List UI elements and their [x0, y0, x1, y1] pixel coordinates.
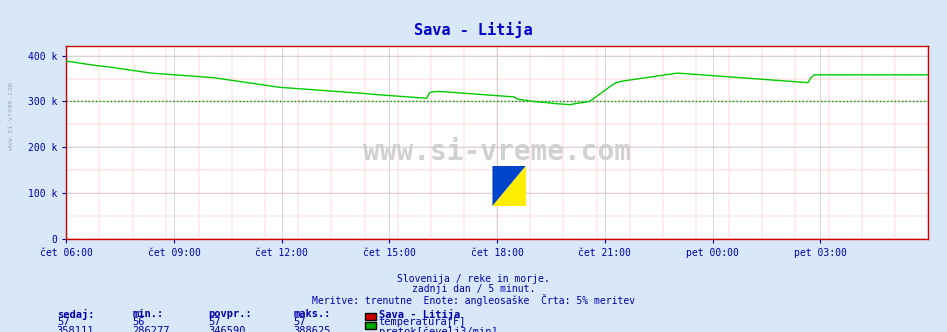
- Text: min.:: min.:: [133, 309, 164, 319]
- Text: www.si-vreme.com: www.si-vreme.com: [8, 82, 13, 150]
- Text: sedaj:: sedaj:: [57, 309, 95, 320]
- Text: Sava - Litija: Sava - Litija: [379, 309, 460, 320]
- Text: 358111: 358111: [57, 326, 95, 332]
- Text: maks.:: maks.:: [294, 309, 331, 319]
- Text: 57: 57: [208, 317, 221, 327]
- Text: Sava - Litija: Sava - Litija: [414, 22, 533, 39]
- Polygon shape: [492, 166, 526, 206]
- Text: www.si-vreme.com: www.si-vreme.com: [364, 138, 631, 166]
- Text: pretok[čevelj3/min]: pretok[čevelj3/min]: [379, 326, 497, 332]
- Text: povpr.:: povpr.:: [208, 309, 252, 319]
- Text: 56: 56: [133, 317, 145, 327]
- Text: zadnji dan / 5 minut.: zadnji dan / 5 minut.: [412, 284, 535, 294]
- Text: 57: 57: [57, 317, 69, 327]
- Text: 57: 57: [294, 317, 306, 327]
- Text: 346590: 346590: [208, 326, 246, 332]
- Text: 388625: 388625: [294, 326, 331, 332]
- Text: Meritve: trenutne  Enote: angleosaške  Črta: 5% meritev: Meritve: trenutne Enote: angleosaške Črt…: [312, 294, 635, 306]
- Text: temperatura[F]: temperatura[F]: [379, 317, 466, 327]
- Text: 286277: 286277: [133, 326, 170, 332]
- Polygon shape: [492, 166, 526, 206]
- Text: Slovenija / reke in morje.: Slovenija / reke in morje.: [397, 274, 550, 284]
